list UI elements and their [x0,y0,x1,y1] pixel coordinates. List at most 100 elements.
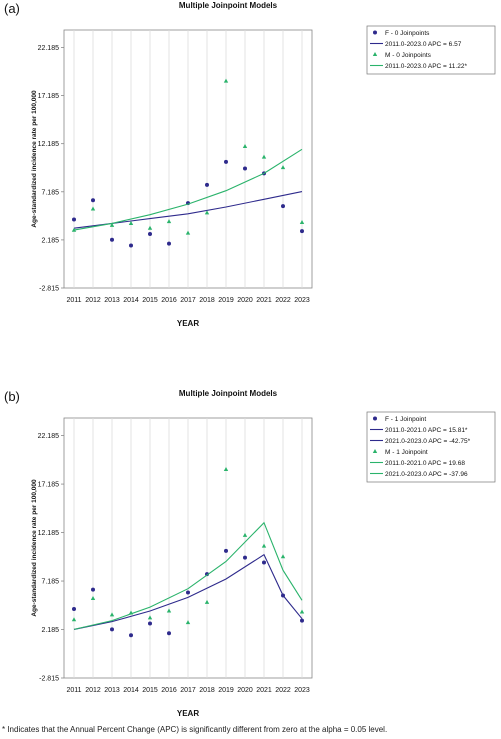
data-point-f [167,631,171,636]
x-tick-label: 2013 [104,297,120,304]
panel-label: (a) [4,1,20,16]
x-tick-label: 2023 [294,687,310,694]
data-point-m [261,543,267,548]
x-tick-label: 2016 [161,297,177,304]
y-tick-label: 17.185 [38,93,60,100]
data-point-f [72,607,76,612]
fit-line-m [73,521,303,630]
x-tick-label: 2015 [142,297,158,304]
data-point-m [166,608,172,613]
data-point-f [300,618,304,623]
data-point-m [109,612,115,617]
legend-marker-f [373,416,377,421]
x-tick-label: 2020 [237,687,253,694]
data-point-m [185,620,191,625]
y-tick-label: 7.185 [41,189,59,196]
chart-panel-a: (a) Multiple Joinpoint Models 2011 2012 2013… [4,1,496,328]
significance-footnote: * Indicates that the Annual Percent Chan… [2,725,388,734]
data-point-f [262,560,266,565]
data-point-f [148,621,152,626]
x-tick-label: 2011 [66,297,81,304]
data-point-f [224,548,228,553]
data-point-m [299,609,305,614]
data-point-m [109,222,115,227]
x-tick-label: 2021 [256,687,272,694]
data-point-m [147,615,153,620]
x-tick-label: 2020 [237,297,253,304]
x-tick-label: 2018 [199,687,215,694]
x-tick-label: 2014 [123,297,139,304]
y-tick-label: 7.185 [41,579,59,586]
data-point-f [205,182,209,187]
legend-series-name: F - 1 Joinpoint [385,416,426,423]
data-point-m [166,219,172,224]
data-point-m [223,466,229,471]
data-point-f [91,198,95,203]
legend-marker-m [372,449,378,453]
x-tick-label: 2021 [256,297,272,304]
data-point-f [186,590,190,595]
panel-label: (b) [4,389,20,404]
y-tick-label: 12.185 [38,141,60,148]
data-point-f [243,555,247,560]
data-point-f [167,241,171,246]
legend-box [366,25,496,75]
data-point-f [72,217,76,222]
data-point-m [280,165,286,170]
data-point-f [91,587,95,592]
fit-line-f [73,553,303,630]
x-tick-label: 2019 [218,687,234,694]
legend-series-name: F - 0 Joinpoints [385,30,430,37]
legend-apc-label: 2011.0-2023.0 APC = 11.22* [385,63,467,70]
x-tick-label: 2011 [66,687,81,694]
data-point-m [242,532,248,537]
data-point-f [205,572,209,577]
data-point-m [90,595,96,600]
data-point-m [90,206,96,211]
legend: F - 1 Joinpoint 2011.0-2021.0 APC = 15.81… [366,411,496,483]
data-point-m [128,610,134,615]
legend-series-name: M - 0 Joinpoints [385,52,432,59]
data-point-m [71,617,77,622]
legend-apc-label: 2021.0-2023.0 APC = -42.75* [385,438,471,445]
data-point-m [204,210,210,215]
y-tick-label: 17.185 [38,482,60,489]
y-tick-label: 2.185 [41,237,59,244]
y-tick-label: 22.185 [38,433,60,440]
x-tick-label: 2017 [180,687,196,694]
x-tick-label: 2018 [199,297,215,304]
legend-apc-label: 2011.0-2021.0 APC = 19.68 [385,460,465,467]
x-tick-label: 2015 [142,687,158,694]
legend-apc-label: 2021.0-2023.0 APC = -37.96 [385,471,468,478]
x-tick-label: 2017 [180,297,196,304]
legend-series-name: M - 1 Joinpoint [385,449,428,456]
x-axis-title: YEAR [177,709,199,718]
x-tick-label: 2012 [85,297,101,304]
data-point-m [185,230,191,235]
x-tick-label: 2023 [294,297,310,304]
legend-marker-f [373,30,377,35]
y-tick-label: 2.185 [41,627,59,634]
x-tick-label: 2016 [161,687,177,694]
data-point-f [129,633,133,638]
legend-apc-label: 2011.0-2021.0 APC = 15.81* [385,427,468,434]
data-point-f [300,229,304,234]
data-point-m [280,554,286,559]
data-point-m [204,599,210,604]
x-tick-label: 2012 [85,687,101,694]
data-point-f [281,204,285,209]
data-point-m [242,144,248,149]
legend-apc-label: 2011.0-2023.0 APC = 6.57 [385,41,462,48]
chart-title: Multiple Joinpoint Models [179,389,278,398]
data-point-f [110,237,114,242]
x-axis-title: YEAR [177,319,199,328]
legend-box [366,411,496,483]
y-tick-label: -2.815 [39,676,59,683]
data-point-m [299,220,305,225]
data-point-m [261,154,267,159]
data-point-m [128,220,134,225]
chart-panel-b: (b) Multiple Joinpoint Models 2011 2012 2013… [4,389,496,718]
x-tick-label: 2013 [104,687,120,694]
legend: F - 0 Joinpoints 2011.0-2023.0 APC = 6.57… [366,25,496,75]
data-point-f [148,231,152,236]
